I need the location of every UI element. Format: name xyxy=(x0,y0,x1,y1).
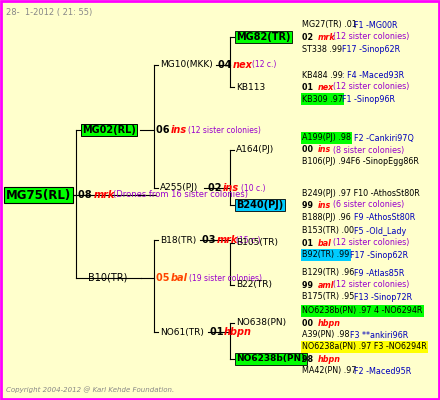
Text: 01: 01 xyxy=(302,82,316,92)
Text: mrk: mrk xyxy=(318,32,336,42)
Text: bal: bal xyxy=(318,238,332,248)
Text: NO6238b(PN): NO6238b(PN) xyxy=(236,354,305,364)
Text: B106(PJ) .94F6 -SinopEgg86R: B106(PJ) .94F6 -SinopEgg86R xyxy=(302,158,419,166)
Text: NO61(TR): NO61(TR) xyxy=(160,328,204,336)
Text: (12 sister colonies): (12 sister colonies) xyxy=(333,32,409,42)
Text: MA42(PN) .97: MA42(PN) .97 xyxy=(302,366,356,376)
Text: hbpn: hbpn xyxy=(318,318,341,328)
Text: 02: 02 xyxy=(208,183,225,193)
Text: (Drones from 16 sister colonies): (Drones from 16 sister colonies) xyxy=(113,190,248,200)
Text: MG75(RL): MG75(RL) xyxy=(6,188,71,202)
Text: ins: ins xyxy=(171,125,187,135)
Text: ins: ins xyxy=(318,146,331,154)
Text: 01: 01 xyxy=(302,238,316,248)
Text: F3 **ankiri96R: F3 **ankiri96R xyxy=(350,330,408,340)
Text: A199(PJ) .98: A199(PJ) .98 xyxy=(302,134,351,142)
Text: nex: nex xyxy=(233,60,253,70)
Text: 01: 01 xyxy=(210,327,227,337)
Text: KB309 .97: KB309 .97 xyxy=(302,94,343,104)
Text: MG10(MKK): MG10(MKK) xyxy=(160,60,213,70)
Text: A255(PJ): A255(PJ) xyxy=(160,184,198,192)
Text: A164(PJ): A164(PJ) xyxy=(236,146,274,154)
Text: (6 sister colonies): (6 sister colonies) xyxy=(333,200,404,210)
Text: B129(TR) .96: B129(TR) .96 xyxy=(302,268,354,278)
Text: 00: 00 xyxy=(302,146,316,154)
Text: F17 -Sinop62R: F17 -Sinop62R xyxy=(342,44,400,54)
Text: MG27(TR) .01: MG27(TR) .01 xyxy=(302,20,357,30)
Text: aml: aml xyxy=(318,280,334,290)
Text: ins: ins xyxy=(318,200,331,210)
Text: KB113: KB113 xyxy=(236,82,265,92)
Text: (12 c.): (12 c.) xyxy=(252,60,276,70)
Text: 00: 00 xyxy=(302,318,316,328)
Text: (12 sister colonies): (12 sister colonies) xyxy=(188,126,261,134)
Text: 28-  1-2012 ( 21: 55): 28- 1-2012 ( 21: 55) xyxy=(6,8,92,17)
Text: 04: 04 xyxy=(218,60,235,70)
Text: B249(PJ) .97 F10 -AthosSt80R: B249(PJ) .97 F10 -AthosSt80R xyxy=(302,188,420,198)
Text: 03: 03 xyxy=(202,235,219,245)
Text: 98: 98 xyxy=(302,354,316,364)
Text: ST338 .99: ST338 .99 xyxy=(302,44,342,54)
Text: F5 -Old_Lady: F5 -Old_Lady xyxy=(354,226,407,236)
Text: NO6238b(PN) .97 4 -NO6294R: NO6238b(PN) .97 4 -NO6294R xyxy=(302,306,422,316)
Text: 02: 02 xyxy=(302,32,316,42)
Text: 99: 99 xyxy=(302,280,316,290)
Text: hbpn: hbpn xyxy=(318,354,341,364)
Text: A39(PN) .98: A39(PN) .98 xyxy=(302,330,349,340)
Text: F2 -Maced95R: F2 -Maced95R xyxy=(354,366,412,376)
Text: (12 sister colonies): (12 sister colonies) xyxy=(333,238,409,248)
Text: NO638(PN): NO638(PN) xyxy=(236,318,286,328)
Text: B188(PJ) .96: B188(PJ) .96 xyxy=(302,212,351,222)
Text: nex: nex xyxy=(318,82,334,92)
Text: NO6238a(PN) .97 F3 -NO6294R: NO6238a(PN) .97 F3 -NO6294R xyxy=(302,342,427,352)
Text: (19 sister colonies): (19 sister colonies) xyxy=(189,274,262,282)
Text: B22(TR): B22(TR) xyxy=(236,280,272,290)
Text: MG82(TR): MG82(TR) xyxy=(236,32,290,42)
Text: B153(TR) .00: B153(TR) .00 xyxy=(302,226,354,236)
Text: B18(TR): B18(TR) xyxy=(160,236,196,244)
Text: F17 -Sinop62R: F17 -Sinop62R xyxy=(350,250,408,260)
Text: 99: 99 xyxy=(302,200,316,210)
Text: (12 sister colonies): (12 sister colonies) xyxy=(333,82,409,92)
Text: KB484 .99: KB484 .99 xyxy=(302,70,343,80)
Text: : F4 -Maced93R: : F4 -Maced93R xyxy=(342,70,404,80)
Text: F2 -Cankiri97Q: F2 -Cankiri97Q xyxy=(354,134,414,142)
Text: MG02(RL): MG02(RL) xyxy=(82,125,136,135)
Text: F1 -MG00R: F1 -MG00R xyxy=(354,20,398,30)
Text: B105(TR): B105(TR) xyxy=(236,238,278,248)
Text: F13 -Sinop72R: F13 -Sinop72R xyxy=(354,292,413,302)
Text: B175(TR) .95: B175(TR) .95 xyxy=(302,292,354,302)
Text: mrk: mrk xyxy=(94,190,115,200)
Text: (8 sister colonies): (8 sister colonies) xyxy=(333,146,404,154)
Text: (12 sister colonies): (12 sister colonies) xyxy=(333,280,409,290)
Text: mrk: mrk xyxy=(217,235,238,245)
Text: F9 -Atlas85R: F9 -Atlas85R xyxy=(354,268,405,278)
Text: 08: 08 xyxy=(78,190,95,200)
Text: B10(TR): B10(TR) xyxy=(88,273,127,283)
Text: (10 c.): (10 c.) xyxy=(241,184,265,192)
Text: hbpn: hbpn xyxy=(224,327,252,337)
Text: F9 -AthosSt80R: F9 -AthosSt80R xyxy=(354,212,416,222)
Text: B240(PJ): B240(PJ) xyxy=(236,200,283,210)
Text: (15 c.): (15 c.) xyxy=(236,236,260,244)
Text: Copyright 2004-2012 @ Karl Kehde Foundation.: Copyright 2004-2012 @ Karl Kehde Foundat… xyxy=(6,386,174,393)
Text: ins: ins xyxy=(223,183,239,193)
Text: bal: bal xyxy=(171,273,188,283)
Text: F1 -Sinop96R: F1 -Sinop96R xyxy=(342,94,395,104)
Text: 05: 05 xyxy=(156,273,173,283)
Text: 06: 06 xyxy=(156,125,173,135)
Text: B92(TR) .99: B92(TR) .99 xyxy=(302,250,349,260)
